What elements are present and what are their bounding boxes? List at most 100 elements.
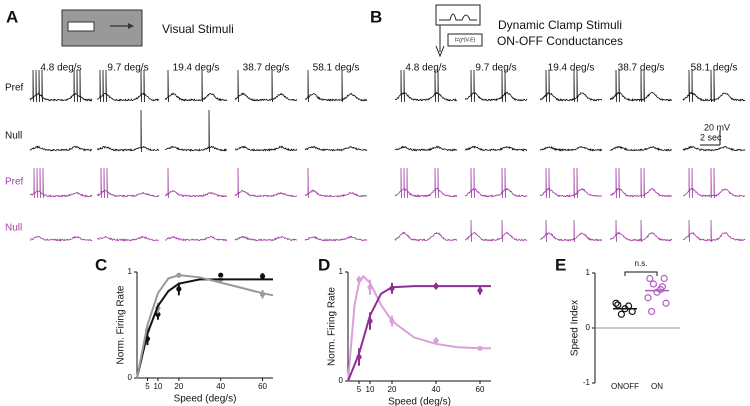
voltage-trace	[234, 69, 298, 103]
data-point	[218, 272, 224, 278]
fit-line	[136, 274, 274, 379]
x-tick-label: 5	[357, 385, 362, 394]
voltage-trace	[464, 145, 528, 152]
voltage-trace	[609, 219, 672, 243]
voltage-trace	[394, 167, 458, 199]
panel-label: C	[95, 255, 107, 274]
y-tick-label: 1	[128, 267, 133, 276]
voltage-trace	[609, 167, 673, 199]
y-tick-label: 0	[339, 376, 344, 385]
x-axis-label: Speed (deg/s)	[174, 394, 237, 405]
speed-label: 9.7 deg/s	[475, 63, 516, 74]
voltage-trace	[304, 146, 368, 152]
voltage-trace	[29, 235, 93, 243]
y-axis-label: Speed Index	[570, 300, 581, 356]
x-axis-label: Speed (deg/s)	[388, 397, 451, 406]
x-tick-label: 10	[366, 385, 375, 394]
x-tick-label: 60	[476, 385, 485, 394]
voltage-trace	[394, 231, 458, 242]
data-point	[649, 280, 658, 288]
data-point	[259, 273, 266, 279]
y-tick-label: -1	[583, 378, 591, 387]
speed-label: 19.4 deg/s	[548, 63, 595, 74]
voltage-trace	[164, 109, 228, 153]
voltage-trace	[464, 167, 528, 199]
x-tick-label: ONOFF	[611, 382, 639, 391]
voltage-trace	[464, 219, 528, 243]
voltage-trace	[97, 235, 160, 242]
voltage-trace	[96, 167, 159, 199]
x-tick-label: 5	[145, 382, 150, 391]
panel-label: B	[370, 7, 382, 26]
fit-line	[347, 274, 491, 382]
data-point	[612, 299, 620, 307]
speed-label: 9.7 deg/s	[107, 63, 148, 74]
data-point	[644, 294, 652, 302]
data-point	[617, 310, 626, 318]
clamp-waveform	[439, 13, 477, 21]
significance-bracket	[624, 271, 658, 276]
voltage-trace	[394, 145, 458, 152]
stimulus-bar	[67, 21, 95, 32]
voltage-trace	[29, 145, 93, 152]
panel-title: ON-OFF Conductances	[497, 34, 623, 48]
voltage-trace	[164, 167, 228, 199]
voltage-trace	[304, 235, 368, 242]
scale-label: 20 mV	[704, 122, 730, 132]
voltage-trace	[97, 109, 160, 153]
data-point	[477, 287, 483, 294]
panel-title: Visual Stimuli	[162, 22, 234, 36]
x-tick-label: 20	[388, 385, 397, 394]
data-point	[660, 274, 668, 283]
y-tick-label: 0	[586, 323, 591, 332]
data-point	[614, 301, 622, 309]
voltage-trace	[464, 69, 528, 103]
voltage-trace	[234, 167, 298, 199]
voltage-trace	[394, 69, 458, 103]
x-tick-label: 20	[174, 382, 183, 391]
data-point	[646, 274, 654, 283]
electrode-tip	[435, 45, 445, 58]
x-tick-label: ON	[651, 382, 663, 391]
x-tick-label: 40	[216, 382, 225, 391]
voltage-trace	[305, 69, 368, 103]
equation: I=g*(V-E)	[455, 37, 476, 43]
speed-label: 38.7 deg/s	[618, 63, 665, 74]
voltage-trace	[164, 69, 228, 103]
voltage-trace	[539, 145, 603, 152]
voltage-trace	[165, 235, 228, 242]
panel-label: A	[6, 7, 18, 26]
row-label: Pref	[5, 177, 24, 188]
y-axis-label: Norm. Firing Rate	[327, 287, 338, 366]
voltage-trace	[539, 167, 603, 199]
x-tick-label: 40	[432, 385, 441, 394]
row-label: Null	[5, 223, 22, 234]
speed-label: 38.7 deg/s	[243, 63, 290, 74]
x-tick-label: 60	[258, 382, 267, 391]
arrow-head	[128, 23, 134, 29]
speed-label: 4.8 deg/s	[40, 63, 81, 74]
row-label: Null	[5, 131, 22, 142]
voltage-trace	[234, 145, 298, 152]
equation-box	[447, 33, 483, 47]
scale-label: 2 sec	[700, 132, 722, 142]
row-label: Pref	[5, 83, 24, 94]
data-point	[155, 311, 161, 317]
clamp-icon	[435, 4, 481, 26]
y-axis-label: Norm. Firing Rate	[116, 285, 127, 364]
voltage-trace	[96, 69, 160, 103]
data-point	[176, 286, 182, 292]
panel-label: D	[318, 255, 330, 274]
voltage-trace	[609, 69, 673, 103]
voltage-trace	[682, 145, 746, 152]
annotation: n.s.	[635, 259, 648, 268]
y-tick-label: 1	[586, 268, 591, 277]
data-point	[662, 299, 670, 307]
voltage-trace	[682, 219, 746, 243]
speed-label: 4.8 deg/s	[405, 63, 446, 74]
voltage-trace	[609, 145, 673, 152]
speed-label: 58.1 deg/s	[313, 63, 360, 74]
y-tick-label: 0	[128, 373, 133, 382]
voltage-trace	[682, 69, 746, 103]
